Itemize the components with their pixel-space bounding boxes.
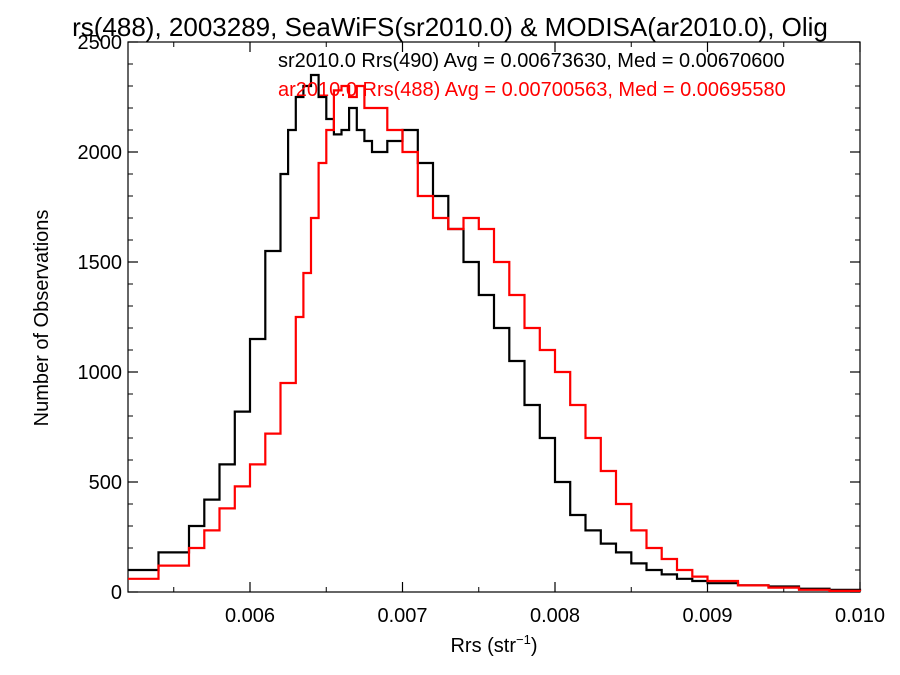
plot-axes: 0.006 0.007 0.008 0.009 0.010 0 500 1000 1500 200…: [78, 32, 886, 627]
y-tick-label: 0: [111, 582, 122, 604]
legend-entry-ar: ar2010.0 Rrs(488) Avg = 0.00700563, Med …: [278, 79, 786, 101]
x-tick-label: 0.006: [225, 605, 275, 627]
x-axis-label: Rrs (str−1): [450, 632, 537, 657]
series-line-sr: [128, 73, 862, 591]
x-axis-label-superscript: −1: [516, 632, 531, 647]
series-line-ar: [128, 84, 862, 592]
y-tick-label: 2000: [78, 142, 123, 164]
y-tick-label: 2500: [78, 32, 123, 54]
y-axis-label: Number of Observations: [31, 210, 53, 427]
x-axis-label-close: ): [531, 635, 538, 657]
series-layer: [128, 73, 862, 592]
y-tick-label: 500: [89, 472, 122, 494]
x-axis-label-main: Rrs (str: [450, 635, 516, 657]
plot-frame: [127, 41, 861, 593]
x-tick-label: 0.008: [530, 605, 580, 627]
y-tick-label: 1500: [78, 252, 123, 274]
x-tick-label: 0.009: [682, 605, 732, 627]
legend-entry-sr: sr2010.0 Rrs(490) Avg = 0.00673630, Med …: [278, 50, 785, 72]
x-tick-label: 0.010: [835, 605, 885, 627]
y-tick-label: 1000: [78, 362, 123, 384]
x-tick-label: 0.007: [377, 605, 427, 627]
chart-title: rs(488), 2003289, SeaWiFS(sr2010.0) & MO…: [72, 12, 828, 42]
